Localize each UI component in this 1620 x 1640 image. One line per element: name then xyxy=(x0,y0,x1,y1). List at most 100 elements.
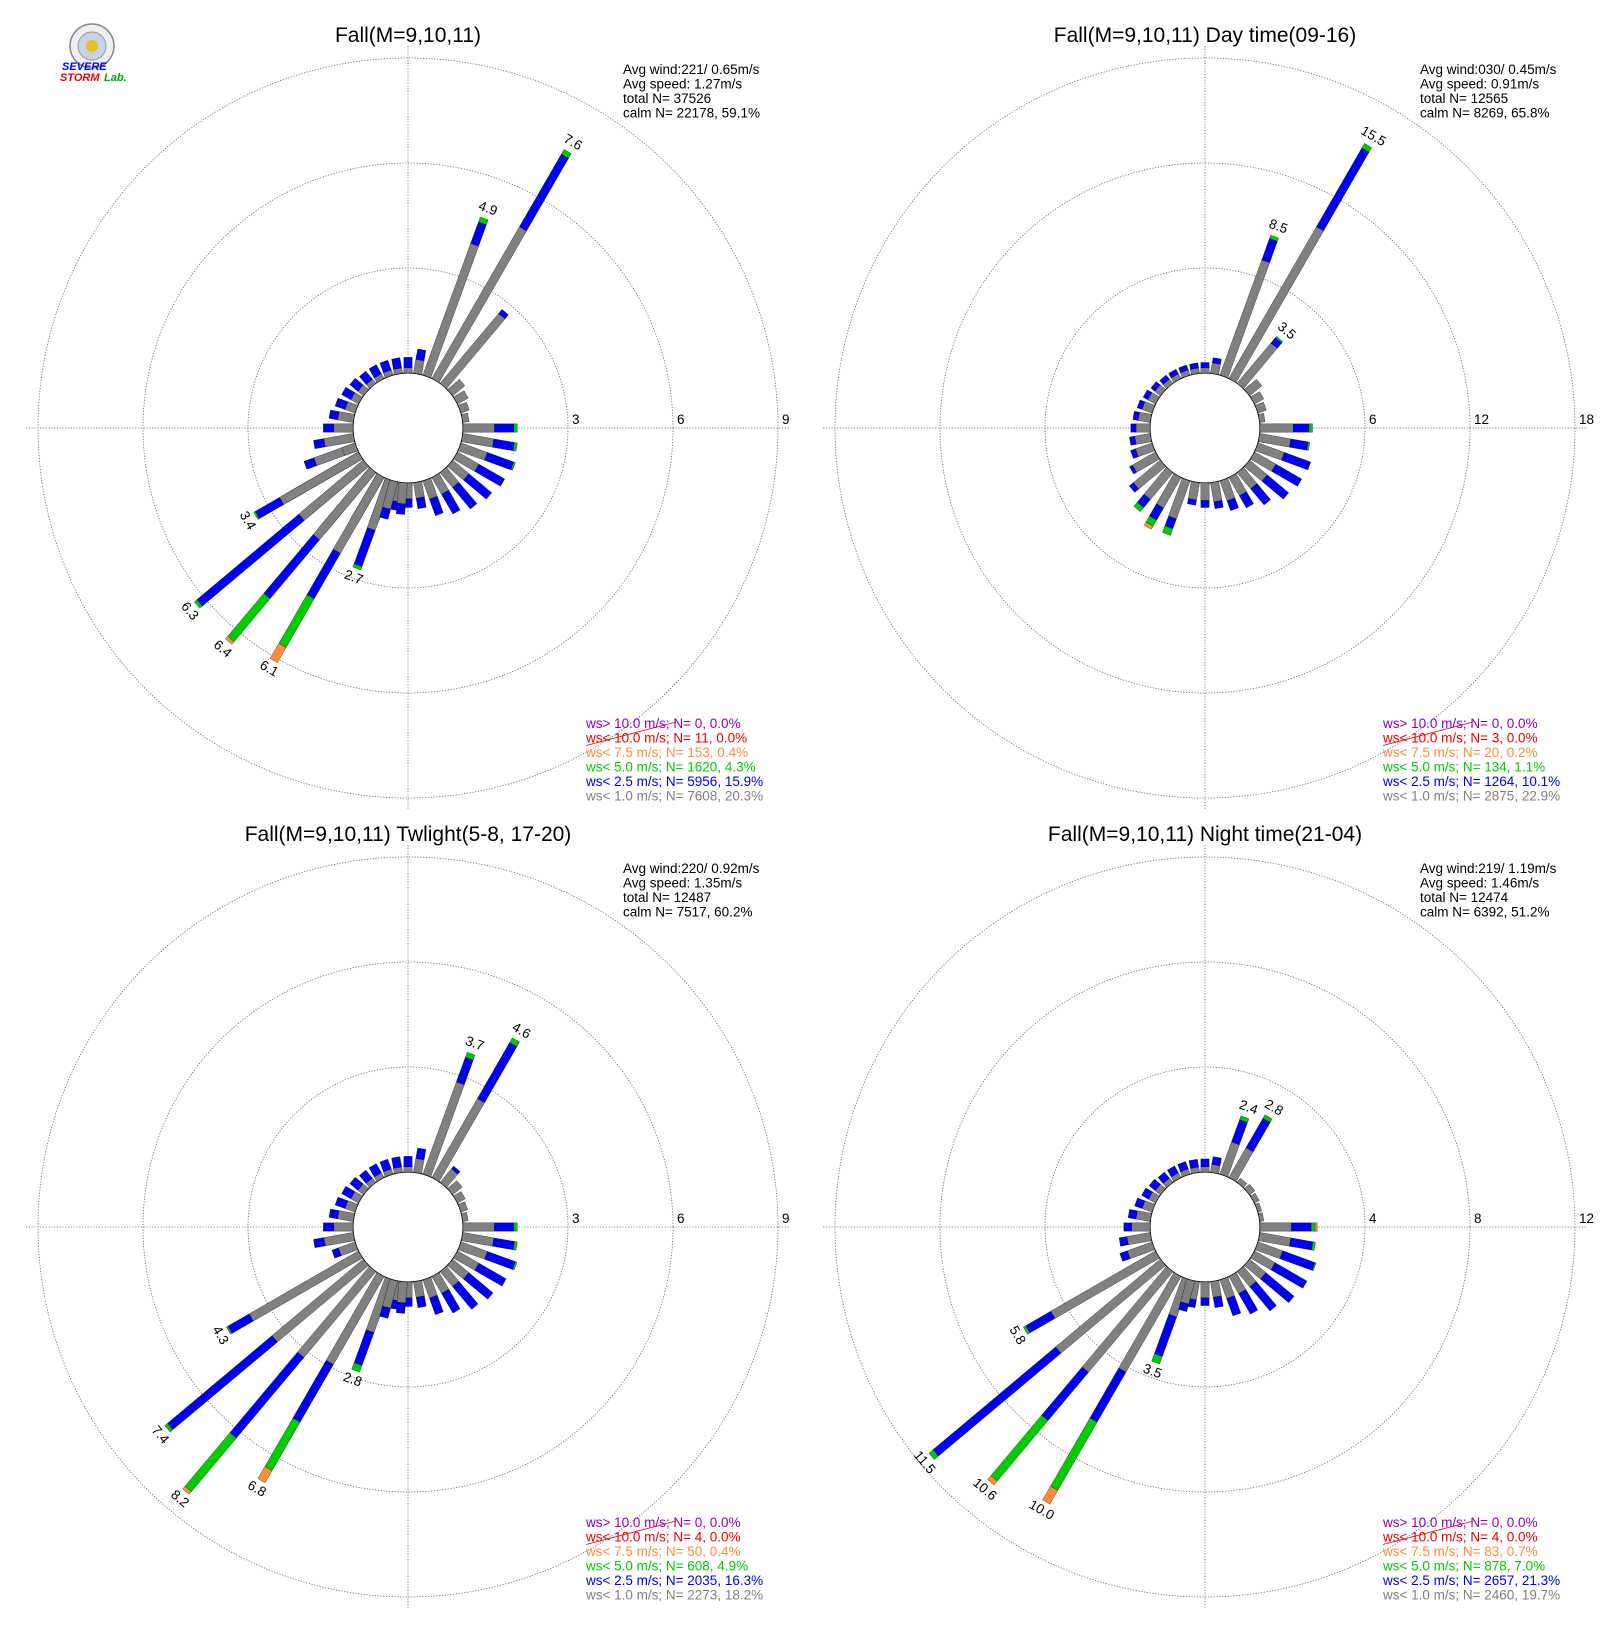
stat-avg-wind: Avg wind:220/ 0.92m/s xyxy=(623,861,760,876)
bar-segment xyxy=(227,1313,254,1334)
calm-circle xyxy=(1149,372,1261,484)
legend-entry: ws< 5.0 m/s; N= 878, 7.0% xyxy=(1382,1559,1545,1574)
direction-bar xyxy=(1210,1156,1222,1174)
direction-bar xyxy=(1244,1183,1256,1196)
bar-segment xyxy=(463,473,492,500)
direction-bar: 8.2 xyxy=(168,1266,377,1510)
bar-segment xyxy=(492,1237,515,1250)
bar-segment xyxy=(1261,474,1289,500)
bar-segment xyxy=(403,1156,413,1167)
direction-bar: 6.8 xyxy=(245,1272,385,1500)
ring-label: 18 xyxy=(1579,412,1594,427)
bar-segment xyxy=(1162,525,1173,536)
bar-segment xyxy=(1281,452,1311,471)
bar-segment xyxy=(1250,483,1271,506)
direction-bar xyxy=(439,309,509,389)
bar-segment xyxy=(391,1156,402,1169)
bar-segment xyxy=(1212,357,1222,365)
direction-bar xyxy=(453,451,505,487)
bar-segment xyxy=(1306,441,1311,451)
bar-segment xyxy=(323,1222,334,1232)
legend-entry: ws< 10.0 m/s; N= 3, 0.0% xyxy=(1382,731,1538,746)
direction-bar xyxy=(1136,399,1155,414)
bar-segment xyxy=(1270,1262,1308,1289)
bar-segment xyxy=(313,1237,326,1248)
logo-text-bottom: STORM xyxy=(60,72,100,84)
bar-segment xyxy=(379,1305,391,1319)
bar-segment xyxy=(456,1056,474,1085)
bar-segment xyxy=(1118,1236,1129,1247)
direction-bar xyxy=(1244,379,1263,397)
bar-segment xyxy=(184,1432,237,1492)
direction-bar xyxy=(1129,459,1166,493)
bar-segment xyxy=(1200,1158,1210,1167)
bar-segment xyxy=(474,1262,507,1287)
bar-total-label: 4.9 xyxy=(477,198,500,219)
bar-segment xyxy=(512,442,518,452)
bar-segment xyxy=(1258,1212,1264,1222)
bar-segment xyxy=(494,423,514,433)
direction-bar xyxy=(1129,433,1152,446)
bar-segment xyxy=(513,423,518,433)
direction-bar xyxy=(379,1278,398,1319)
bar-segment xyxy=(494,1222,514,1232)
direction-bar xyxy=(331,1241,358,1259)
legend-entry: ws< 2.5 m/s; N= 2657, 21.3% xyxy=(1382,1573,1560,1588)
bar-segment xyxy=(1178,364,1189,373)
direction-bar xyxy=(447,1180,463,1196)
bar-segment xyxy=(413,1158,425,1174)
bar-segment xyxy=(429,496,444,516)
legend-entry: ws> 10.0 m/s; N= 0, 0.0% xyxy=(585,716,741,731)
direction-bar: 15.5 xyxy=(1228,123,1389,383)
direction-bar xyxy=(334,1196,358,1213)
direction-bar: 4.3 xyxy=(210,1250,363,1347)
direction-bar: 6.4 xyxy=(211,467,377,661)
bar-segment xyxy=(1133,502,1144,512)
bar-segment xyxy=(1269,234,1279,242)
direction-bar xyxy=(458,1241,518,1271)
bar-segment xyxy=(397,482,408,505)
bar-segment xyxy=(334,1196,349,1209)
stat-avg-speed: Avg speed: 1.46m/s xyxy=(1420,876,1539,891)
bar-segment xyxy=(451,1165,461,1175)
bar-segment xyxy=(1188,481,1200,501)
bar-segment xyxy=(1211,1156,1222,1166)
bar-segment xyxy=(429,1295,444,1315)
legend-strike xyxy=(1382,1520,1474,1545)
bar-segment xyxy=(359,370,373,385)
direction-bar xyxy=(341,1185,363,1204)
legend-entry: ws< 1.0 m/s; N= 2875, 22.9% xyxy=(1382,789,1560,804)
direction-bar: 6.3 xyxy=(178,459,369,623)
bar-segment xyxy=(352,563,363,571)
legend-entry: ws< 1.0 m/s; N= 7608, 20.3% xyxy=(585,789,763,804)
bar-segment xyxy=(225,636,235,645)
bar-segment xyxy=(337,411,355,423)
bar-segment xyxy=(1289,438,1309,451)
direction-bar xyxy=(379,479,398,520)
bar-segment xyxy=(1249,1281,1277,1312)
bar-segment xyxy=(1025,1310,1056,1334)
bar-segment xyxy=(1132,411,1140,421)
bar-segment xyxy=(391,357,402,370)
direction-bar xyxy=(1134,1197,1155,1213)
direction-bar xyxy=(1258,1232,1316,1251)
bar-total-label: 3.7 xyxy=(463,1033,486,1054)
direction-bar xyxy=(1255,1202,1262,1213)
bar-segment xyxy=(1177,1161,1189,1172)
direction-bar xyxy=(1219,1277,1241,1317)
ring-label: 6 xyxy=(677,412,685,427)
stat-calm: calm N= 22178, 59.1% xyxy=(623,106,760,121)
bar-segment xyxy=(477,1042,518,1103)
direction-bar xyxy=(1250,391,1265,405)
bar-segment xyxy=(458,402,470,414)
direction-bar xyxy=(422,478,444,516)
direction-bar xyxy=(1244,459,1289,500)
direction-bar xyxy=(359,370,377,389)
legend-entry: ws< 1.0 m/s; N= 2460, 19.7% xyxy=(1382,1588,1560,1603)
bar-total-label: 2.8 xyxy=(341,1369,364,1390)
wind-rose-panel: 3 6 93.74.62.86.88.27.44.3Fall(M=9,10,11) … xyxy=(26,823,790,1609)
bar-segment xyxy=(1226,497,1239,511)
logo: SEVERE STORM Lab. xyxy=(60,23,127,84)
panel-title: Fall(M=9,10,11) Night time(21-04) xyxy=(1048,823,1362,846)
logo-seal-center xyxy=(86,40,98,52)
